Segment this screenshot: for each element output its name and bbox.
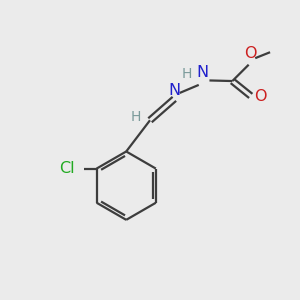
Text: H: H xyxy=(182,67,192,81)
Text: Cl: Cl xyxy=(60,161,75,176)
Text: H: H xyxy=(131,110,141,124)
Text: O: O xyxy=(254,89,266,104)
Text: N: N xyxy=(196,65,209,80)
Text: O: O xyxy=(244,46,256,61)
Text: N: N xyxy=(169,83,181,98)
